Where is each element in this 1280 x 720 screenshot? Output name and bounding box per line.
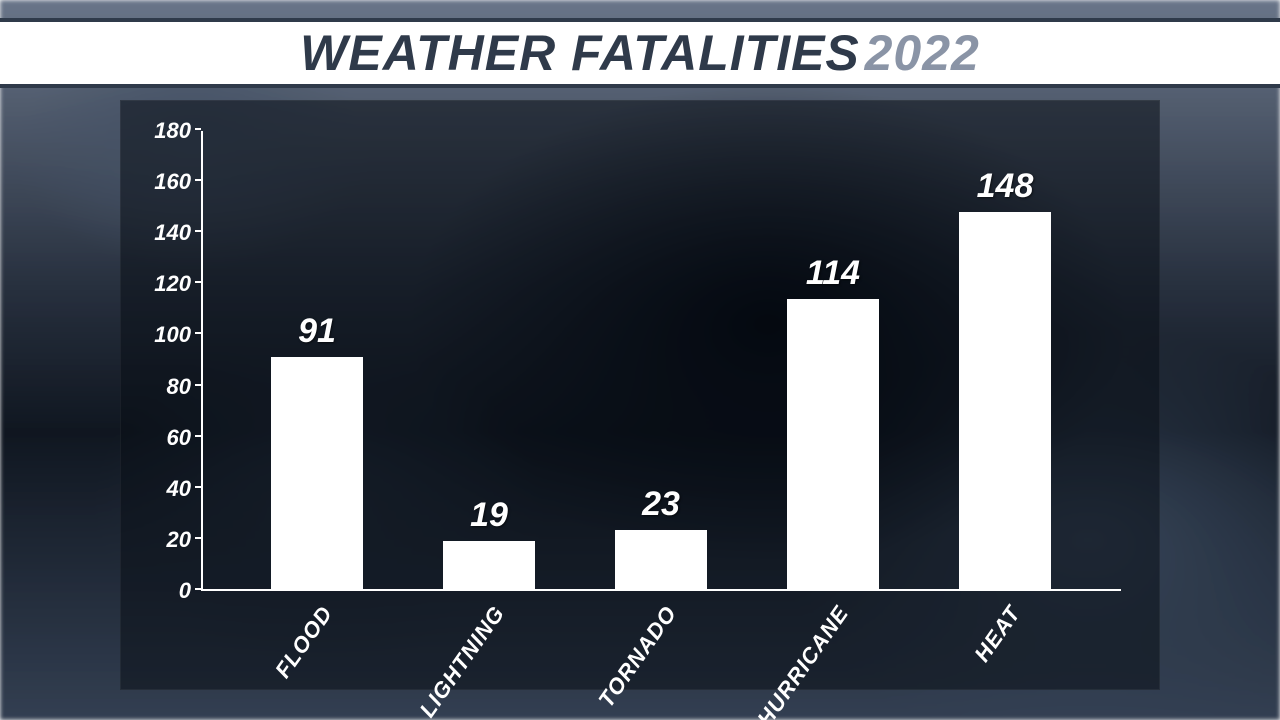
bar-slot: 19 — [403, 131, 575, 589]
bar-slot: 148 — [919, 131, 1091, 589]
chart-panel: 0 20 40 60 80 100 120 140 160 180 91 19 23 114 148 FL… — [120, 100, 1160, 690]
bar-slot: 114 — [747, 131, 919, 589]
bar-hurricane: 114 — [787, 299, 879, 589]
bar-tornado: 23 — [615, 530, 707, 589]
bar-value-label: 23 — [642, 485, 680, 524]
y-tick-label: 60 — [167, 425, 191, 451]
y-tick-label: 160 — [154, 169, 191, 195]
category-label: TORNADO — [575, 597, 747, 687]
bar-value-label: 91 — [298, 312, 336, 351]
category-label: LIGHTNING — [403, 597, 575, 687]
title-band: WEATHER FATALITIES 2022 — [0, 18, 1280, 88]
category-label: FLOOD — [231, 597, 403, 687]
category-label: HEAT — [919, 597, 1091, 687]
bar-value-label: 114 — [806, 254, 860, 293]
x-axis — [201, 589, 1121, 591]
bar-lightning: 19 — [443, 541, 535, 589]
y-tick-mark — [195, 128, 201, 130]
title-year: 2022 — [865, 24, 980, 82]
category-label: HURRICANE — [747, 597, 919, 687]
title-main: WEATHER FATALITIES — [300, 24, 860, 82]
bar-slot: 23 — [575, 131, 747, 589]
y-tick-label: 140 — [154, 220, 191, 246]
y-tick-label: 180 — [154, 118, 191, 144]
y-tick-label: 80 — [167, 374, 191, 400]
bar-heat: 148 — [959, 212, 1051, 589]
category-labels: FLOODLIGHTNINGTORNADOHURRICANEHEAT — [201, 597, 1121, 687]
bar-flood: 91 — [271, 357, 363, 589]
y-tick-label: 120 — [154, 271, 191, 297]
bar-value-label: 148 — [977, 167, 1034, 206]
y-tick-label: 20 — [167, 527, 191, 553]
y-tick-label: 0 — [179, 578, 191, 604]
plot-area: 020406080100120140160180 911923114148 — [201, 131, 1121, 591]
y-tick-label: 40 — [167, 476, 191, 502]
bar-value-label: 19 — [470, 496, 508, 535]
bars-container: 91 19 23 114 148 — [201, 131, 1121, 589]
bar-slot: 91 — [231, 131, 403, 589]
y-tick-label: 100 — [154, 322, 191, 348]
